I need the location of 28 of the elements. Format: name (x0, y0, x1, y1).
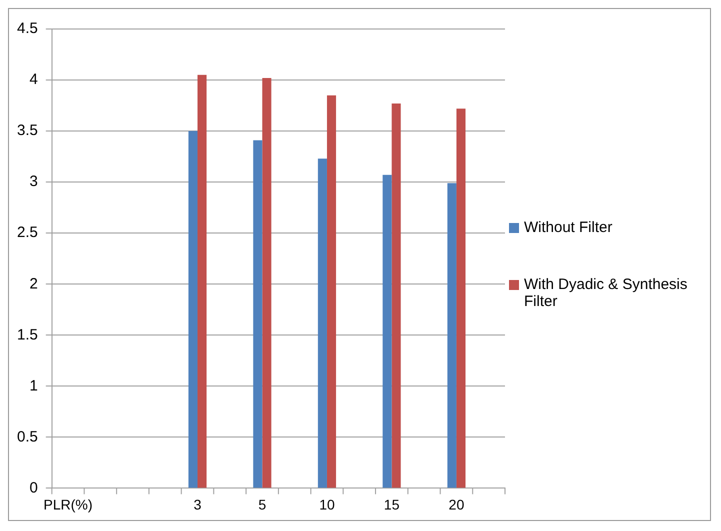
bar (188, 131, 198, 488)
bar (447, 183, 456, 488)
y-tick-label: 3.5 (16, 122, 38, 140)
y-tick-label: 1 (30, 377, 38, 394)
y-tick-label: 3 (30, 173, 38, 190)
bar (382, 174, 392, 488)
x-tick-label: 20 (448, 496, 464, 512)
bar (253, 140, 262, 488)
y-tick-label: 4.5 (16, 20, 38, 38)
y-tick-label: 2.5 (16, 224, 38, 242)
bar (262, 78, 272, 488)
y-tick-label: 1.5 (16, 326, 38, 344)
x-tick-label: 10 (319, 496, 335, 512)
x-tick-label: PLR(%) (44, 496, 93, 512)
bar (198, 74, 207, 488)
bar (456, 108, 466, 488)
legend-label: Without Filter (524, 219, 612, 236)
x-tick-label: 3 (194, 496, 202, 512)
y-tick-label: 2 (30, 275, 38, 292)
x-tick-label: 5 (258, 496, 266, 512)
bar (392, 103, 401, 488)
y-tick-label: 4 (30, 71, 38, 88)
bar (326, 95, 336, 488)
legend-label: With Dyadic & Synthesis Filter (524, 276, 688, 310)
y-tick-label: 0 (30, 479, 38, 496)
y-tick-label: 0.5 (16, 428, 38, 446)
bar (318, 158, 327, 488)
x-tick-label: 15 (384, 496, 400, 512)
